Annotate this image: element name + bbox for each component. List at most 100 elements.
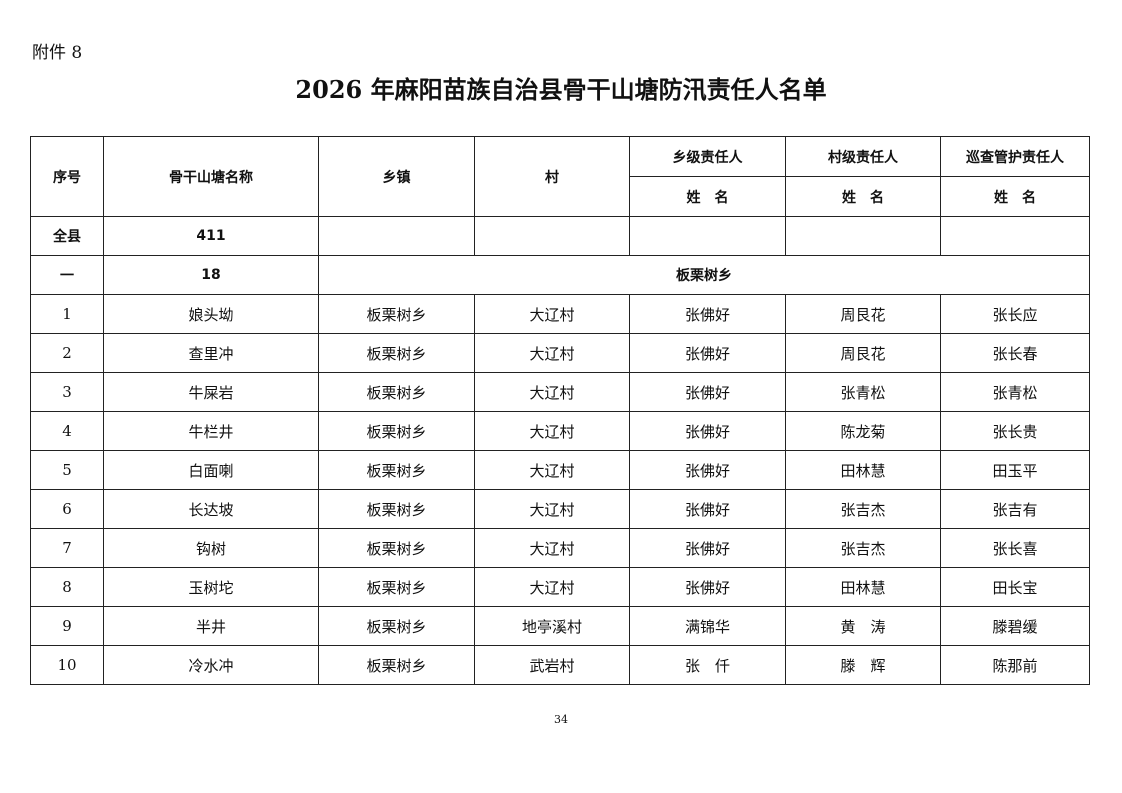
cell-pond-name: 白面喇 — [103, 450, 319, 490]
cell-pond-name: 玉树坨 — [103, 567, 319, 607]
cell-town: 板栗树乡 — [318, 567, 475, 607]
cell-village: 大辽村 — [474, 333, 630, 373]
cell-village-resp: 滕 辉 — [785, 645, 941, 685]
cell-village-resp: 周艮花 — [785, 294, 941, 334]
cell-town-resp: 张佛好 — [629, 372, 786, 412]
cell-pond-name: 娘头坳 — [103, 294, 319, 334]
cell-town: 板栗树乡 — [318, 645, 475, 685]
table-row: 10 冷水冲 板栗树乡 武岩村张 仟滕 辉陈那前 — [30, 645, 1090, 685]
header-subrow: 姓 名 姓 名 姓 名 — [31, 176, 1090, 217]
cell-index: 8 — [30, 567, 104, 607]
cell-patrol-resp: 张长贵 — [940, 411, 1090, 451]
cell-village-resp: 陈龙菊 — [785, 411, 941, 451]
empty-cell — [629, 216, 786, 256]
cell-town-resp: 张佛好 — [629, 333, 786, 373]
group-row: 一 18 板栗树乡 — [30, 255, 1090, 295]
cell-village: 大辽村 — [474, 489, 630, 529]
cell-village-resp: 周艮花 — [785, 333, 941, 373]
table-row: 9 半井 板栗树乡 地亭溪村 满锦华黄 涛滕碧缓 — [30, 606, 1090, 646]
header-name: 骨干山塘名称 — [103, 136, 319, 217]
cell-index: 2 — [30, 333, 104, 373]
empty-cell — [785, 216, 941, 256]
cell-village: 大辽村 — [474, 294, 630, 334]
cell-index: 6 — [30, 489, 104, 529]
group-town: 板栗树乡 — [318, 255, 1090, 295]
attachment-label: 附件 8 — [32, 43, 83, 63]
empty-cell — [318, 216, 475, 256]
cell-town: 板栗树乡 — [318, 411, 475, 451]
cell-patrol-resp: 张长喜 — [940, 528, 1090, 568]
header-name-sub: 姓 名 — [785, 176, 941, 217]
header-village-resp: 村级责任人 — [785, 136, 941, 177]
header-index: 序号 — [30, 136, 104, 217]
cell-town: 板栗树乡 — [318, 372, 475, 412]
header-name-sub: 姓 名 — [940, 176, 1090, 217]
cell-pond-name: 长达坡 — [103, 489, 319, 529]
cell-village-resp: 田林慧 — [785, 567, 941, 607]
cell-patrol-resp: 张长春 — [940, 333, 1090, 373]
cell-index: 7 — [30, 528, 104, 568]
cell-town-resp: 张佛好 — [629, 411, 786, 451]
cell-village-resp: 黄 涛 — [785, 606, 941, 646]
group-label: 一 — [30, 255, 104, 295]
header-row: 序号 骨干山塘名称 乡镇 村 乡级责任人 村级责任人 巡查管护责任人 — [30, 136, 1090, 217]
cell-town-resp: 张佛好 — [629, 294, 786, 334]
county-count: 411 — [103, 216, 319, 256]
cell-town: 板栗树乡 — [318, 606, 475, 646]
cell-town: 板栗树乡 — [318, 489, 475, 529]
cell-town-resp: 张佛好 — [629, 489, 786, 529]
cell-town-resp: 张 仟 — [629, 645, 786, 685]
county-row: 全县 411 — [30, 216, 1090, 256]
cell-village-resp: 田林慧 — [785, 450, 941, 490]
table-row: 2 查里冲 板栗树乡 大辽村 张佛好 周艮花 张长春 — [30, 333, 1090, 373]
empty-cell — [940, 216, 1090, 256]
cell-patrol-resp: 田玉平 — [940, 450, 1090, 490]
header-town: 乡镇 — [318, 136, 475, 217]
header-name-sub: 姓 名 — [629, 176, 786, 217]
header-patrol-resp: 巡查管护责任人 — [940, 136, 1090, 177]
cell-index: 4 — [30, 411, 104, 451]
cell-patrol-resp: 张吉有 — [940, 489, 1090, 529]
table-row: 3 牛屎岩 板栗树乡 大辽村 张佛好 张青松 张青松 — [30, 372, 1090, 412]
empty-cell — [474, 216, 630, 256]
cell-patrol-resp: 陈那前 — [940, 645, 1090, 685]
cell-pond-name: 查里冲 — [103, 333, 319, 373]
cell-village: 大辽村 — [474, 567, 630, 607]
cell-town-resp: 张佛好 — [629, 528, 786, 568]
cell-village-resp: 张青松 — [785, 372, 941, 412]
cell-village: 大辽村 — [474, 528, 630, 568]
cell-pond-name: 半井 — [103, 606, 319, 646]
cell-village-resp: 张吉杰 — [785, 528, 941, 568]
cell-village: 地亭溪村 — [474, 606, 630, 646]
responsibility-table: 序号 骨干山塘名称 乡镇 村 乡级责任人 村级责任人 巡查管护责任人 姓 名 姓… — [30, 136, 1090, 685]
cell-index: 1 — [30, 294, 104, 334]
table-row: 4 牛栏井 板栗树乡 大辽村 张佛好 陈龙菊 张长贵 — [30, 411, 1090, 451]
table-row: 1 娘头坳 板栗树乡 大辽村 张佛好 周艮花 张长应 — [30, 294, 1090, 334]
cell-patrol-resp: 张长应 — [940, 294, 1090, 334]
cell-town: 板栗树乡 — [318, 450, 475, 490]
cell-index: 5 — [30, 450, 104, 490]
cell-village-resp: 张吉杰 — [785, 489, 941, 529]
cell-town: 板栗树乡 — [318, 528, 475, 568]
cell-pond-name: 冷水冲 — [103, 645, 319, 685]
cell-village: 大辽村 — [474, 411, 630, 451]
cell-index: 10 — [30, 645, 104, 685]
cell-village: 大辽村 — [474, 450, 630, 490]
table-row: 5 白面喇 板栗树乡 大辽村 张佛好 田林慧 田玉平 — [30, 450, 1090, 490]
group-count: 18 — [103, 255, 319, 295]
cell-village: 大辽村 — [474, 372, 630, 412]
cell-town: 板栗树乡 — [318, 294, 475, 334]
table-row: 6 长达坡 板栗树乡 大辽村 张佛好 张吉杰 张吉有 — [30, 489, 1090, 529]
table-row: 8 玉树坨 板栗树乡 大辽村 张佛好 田林慧 田长宝 — [30, 567, 1090, 607]
cell-patrol-resp: 张青松 — [940, 372, 1090, 412]
page-number: 34 — [554, 713, 568, 726]
cell-town: 板栗树乡 — [318, 333, 475, 373]
header-village: 村 — [474, 136, 630, 217]
cell-town-resp: 满锦华 — [629, 606, 786, 646]
cell-pond-name: 牛屎岩 — [103, 372, 319, 412]
cell-town-resp: 张佛好 — [629, 567, 786, 607]
cell-town-resp: 张佛好 — [629, 450, 786, 490]
cell-index: 3 — [30, 372, 104, 412]
county-label: 全县 — [30, 216, 104, 256]
cell-index: 9 — [30, 606, 104, 646]
